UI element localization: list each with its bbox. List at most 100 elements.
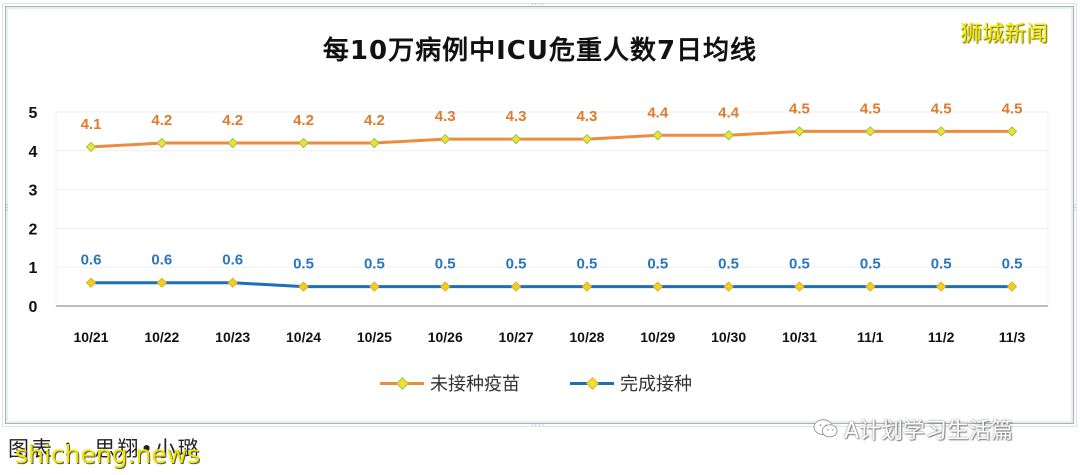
data-point-marker-icon [935, 281, 947, 292]
chart-frame-outer [2, 3, 1077, 427]
resize-handle-top[interactable]: ···· [531, 0, 546, 9]
legend-swatch-orange-icon [380, 377, 424, 390]
data-label: 4.2 [151, 112, 172, 129]
y-tick-label: 0 [29, 299, 38, 316]
legend-swatch-blue-icon [570, 377, 614, 390]
wechat-watermark: A计划学习生活篇 [812, 413, 1013, 445]
x-tick-label: 10/22 [144, 329, 179, 345]
data-label: 0.5 [506, 256, 527, 273]
x-tick-label: 10/24 [286, 329, 321, 345]
data-label: 4.2 [222, 112, 243, 129]
y-tick-label: 5 [29, 105, 38, 122]
series-line-0 [90, 129, 1012, 149]
data-label: 4.5 [860, 100, 881, 117]
data-label: 0.5 [435, 256, 456, 273]
data-label: 0.5 [718, 256, 739, 273]
data-label: 0.5 [293, 256, 314, 273]
data-point-marker-icon [440, 133, 451, 145]
x-tick-label: 10/28 [569, 329, 604, 345]
data-label: 4.3 [435, 108, 456, 125]
data-point-marker-icon [85, 277, 97, 288]
y-tick-label: 2 [29, 221, 38, 238]
data-point-marker-icon [723, 281, 734, 292]
data-label: 0.6 [81, 252, 102, 269]
resize-handle-right[interactable]: ⋮ [1071, 203, 1080, 212]
site-watermark: shicheng.news [15, 440, 201, 469]
data-label: 0.5 [931, 256, 952, 273]
data-label: 4.5 [1002, 100, 1023, 117]
data-point-marker-icon [581, 281, 593, 292]
data-label: 0.6 [222, 252, 243, 269]
data-label: 4.3 [506, 108, 527, 125]
data-point-marker-icon [369, 281, 380, 292]
data-point-marker-icon [510, 281, 522, 292]
x-tick-label: 11/1 [857, 329, 884, 345]
data-point-marker-icon [794, 126, 805, 137]
resize-handle-left[interactable]: ⋮ [3, 204, 11, 212]
data-point-marker-icon [85, 141, 97, 153]
data-label: 4.5 [789, 100, 810, 117]
data-label: 4.4 [718, 104, 740, 121]
legend-label: 完成接种 [620, 374, 692, 395]
data-label: 0.5 [860, 256, 881, 273]
wechat-account-name: A计划学习生活篇 [844, 419, 1014, 444]
x-tick-label: 10/31 [782, 329, 817, 345]
data-label: 4.4 [647, 104, 669, 121]
data-point-marker-icon [1006, 126, 1018, 137]
data-label: 4.1 [81, 116, 102, 133]
legend-item-unvaccinated: 未接种疫苗 [380, 370, 520, 396]
brand-watermark: 狮城新闻 [960, 22, 1049, 47]
x-tick-label: 11/3 [999, 329, 1026, 345]
legend-item-vaccinated: 完成接种 [570, 370, 692, 396]
data-point-marker-icon [581, 133, 593, 145]
data-point-marker-icon [227, 277, 238, 288]
data-label: 4.5 [931, 100, 952, 117]
x-tick-label: 10/23 [215, 329, 250, 345]
data-point-marker-icon [156, 137, 168, 149]
chart-frame [5, 6, 1074, 424]
y-tick-label: 1 [29, 260, 38, 277]
data-label: 0.5 [789, 256, 810, 273]
data-label: 0.5 [364, 256, 385, 273]
x-tick-label: 10/29 [640, 329, 675, 345]
data-point-marker-icon [298, 281, 309, 292]
legend-label: 未接种疫苗 [430, 374, 520, 395]
data-label: 4.2 [293, 112, 314, 129]
chart-caption: 图表 ： 思翔•小璐 [8, 437, 201, 461]
data-label: 0.5 [576, 256, 597, 273]
data-label: 0.5 [647, 256, 668, 273]
data-point-marker-icon [723, 130, 734, 141]
y-tick-label: 4 [29, 144, 38, 161]
data-point-marker-icon [652, 281, 663, 292]
data-point-marker-icon [935, 126, 947, 137]
data-label: 0.6 [151, 252, 172, 269]
data-point-marker-icon [227, 137, 238, 149]
x-tick-label: 10/27 [499, 329, 534, 345]
data-point-marker-icon [865, 126, 876, 137]
x-tick-label: 10/21 [73, 329, 108, 345]
data-point-marker-icon [1006, 281, 1018, 292]
wechat-icon [813, 419, 838, 438]
x-tick-label: 10/30 [711, 329, 746, 345]
x-tick-label: 10/26 [428, 329, 463, 345]
data-label: 4.3 [576, 108, 597, 125]
x-tick-label: 10/25 [357, 329, 392, 345]
resize-handle-bottom[interactable]: ···· [531, 421, 546, 430]
data-point-marker-icon [440, 281, 451, 292]
data-point-marker-icon [865, 281, 876, 292]
series-line-1 [91, 281, 1012, 289]
data-point-marker-icon [298, 137, 309, 149]
x-tick-label: 11/2 [928, 329, 955, 345]
data-label: 0.5 [1002, 256, 1023, 273]
y-tick-label: 3 [29, 183, 38, 200]
plot-area [55, 111, 1049, 307]
chart-legend: 未接种疫苗 完成接种 [380, 370, 692, 396]
data-point-marker-icon [652, 130, 663, 141]
data-point-marker-icon [794, 281, 805, 292]
data-label: 4.2 [364, 112, 385, 129]
data-point-marker-icon [156, 277, 168, 288]
data-point-marker-icon [369, 137, 380, 149]
chart-title: 每10万病例中ICU危重人数7日均线 [322, 36, 758, 66]
data-point-marker-icon [510, 133, 522, 145]
